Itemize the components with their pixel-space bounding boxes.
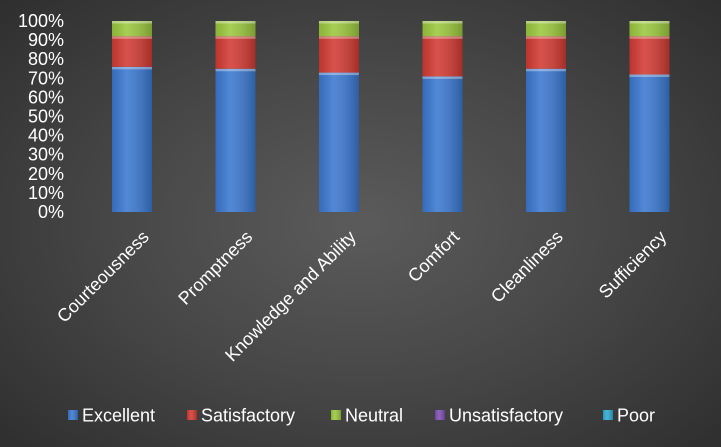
bar-segment-highlight (319, 36, 359, 39)
bar-segment-shade (526, 68, 566, 212)
y-tick-label: 50% (28, 107, 64, 127)
bar-segment-shade (112, 66, 152, 212)
bar-segment-highlight (422, 76, 463, 79)
bar-satisfactory-cleanliness (526, 36, 566, 69)
category-label: Cleanliness (487, 227, 567, 307)
bar-segment-highlight (112, 66, 152, 70)
y-tick-label: 20% (28, 164, 64, 184)
bar-excellent-knowledge-and-ability (319, 72, 359, 212)
bar-satisfactory-promptness (215, 36, 256, 69)
category-label: Sufficiency (595, 227, 670, 302)
legend-label: Poor (617, 406, 655, 426)
legend-item-excellent: Excellent (68, 406, 155, 426)
legend-swatch-shade (68, 410, 78, 420)
y-tick-label: 30% (28, 145, 64, 165)
legend: Excellent Satisfactory Neutral Unsatisfacto… (68, 406, 655, 426)
bar-segment-highlight (319, 21, 359, 24)
bar-segment-highlight (526, 36, 566, 39)
bar-neutral-courteousness (112, 21, 152, 37)
legend-label: Unsatisfactory (449, 406, 563, 426)
bar-segment-shade (215, 36, 256, 69)
bar-segment-highlight (112, 21, 152, 24)
bar-segment-shade (215, 68, 256, 212)
bar-segment-shade (319, 36, 359, 73)
y-tick-label: 70% (28, 68, 64, 88)
y-tick-label: 60% (28, 87, 64, 107)
y-tick-label: 90% (28, 30, 64, 50)
legend-item-neutral: Neutral (331, 406, 403, 426)
legend-label: Excellent (82, 406, 155, 426)
y-tick-label: 10% (28, 183, 64, 203)
bar-segment-shade (215, 21, 256, 37)
legend-item-satisfactory: Satisfactory (187, 406, 295, 426)
bar-segment-shade (422, 76, 463, 212)
bars (112, 21, 670, 212)
bar-segment-highlight (422, 21, 463, 24)
bar-satisfactory-sufficiency (629, 36, 670, 75)
category-label: Promptness (174, 227, 256, 309)
y-tick-label: 100% (18, 11, 64, 31)
bar-excellent-comfort (422, 76, 463, 212)
bar-neutral-cleanliness (526, 21, 566, 37)
bar-neutral-knowledge-and-ability (319, 21, 359, 37)
bar-excellent-cleanliness (526, 68, 566, 212)
bar-neutral-sufficiency (629, 21, 670, 37)
bar-excellent-promptness (215, 68, 256, 212)
bar-segment-highlight (422, 36, 463, 39)
bar-segment-shade (629, 21, 670, 37)
bar-segment-shade (112, 36, 152, 67)
bar-segment-highlight (215, 68, 256, 72)
bar-satisfactory-knowledge-and-ability (319, 36, 359, 73)
category-label: Courteousness (53, 227, 153, 327)
legend-swatch-shade (603, 410, 613, 420)
bar-segment-highlight (629, 21, 670, 24)
bar-segment-highlight (526, 21, 566, 24)
bar-segment-highlight (526, 68, 566, 72)
bar-neutral-promptness (215, 21, 256, 37)
bar-segment-highlight (112, 36, 152, 39)
bar-segment-shade (526, 21, 566, 37)
category-label: Comfort (404, 227, 463, 286)
bar-segment-shade (629, 36, 670, 75)
legend-label: Satisfactory (201, 406, 295, 426)
bar-segment-shade (319, 72, 359, 212)
bar-segment-shade (526, 36, 566, 69)
legend-swatch-shade (187, 410, 197, 420)
bar-segment-highlight (215, 36, 256, 39)
bar-segment-shade (319, 21, 359, 37)
bar-satisfactory-comfort (422, 36, 463, 77)
bar-neutral-comfort (422, 21, 463, 37)
y-tick-label: 0% (38, 202, 64, 222)
y-tick-label: 40% (28, 126, 64, 146)
y-tick-label: 80% (28, 49, 64, 69)
legend-item-poor: Poor (603, 406, 655, 426)
bar-segment-highlight (629, 74, 670, 77)
legend-swatch-shade (331, 410, 341, 420)
bar-satisfactory-courteousness (112, 36, 152, 67)
bar-segment-highlight (629, 36, 670, 39)
bar-excellent-courteousness (112, 66, 152, 212)
bar-segment-shade (112, 21, 152, 37)
legend-swatch-shade (435, 410, 445, 420)
bar-segment-shade (422, 21, 463, 37)
bar-segment-highlight (215, 21, 256, 24)
legend-item-unsatisfactory: Unsatisfactory (435, 406, 563, 426)
y-axis: 0%10%20%30%40%50%60%70%80%90%100% (18, 11, 64, 222)
bar-segment-highlight (319, 72, 359, 76)
legend-label: Neutral (345, 406, 403, 426)
bar-segment-shade (422, 36, 463, 77)
bar-segment-shade (629, 74, 670, 212)
bar-excellent-sufficiency (629, 74, 670, 212)
